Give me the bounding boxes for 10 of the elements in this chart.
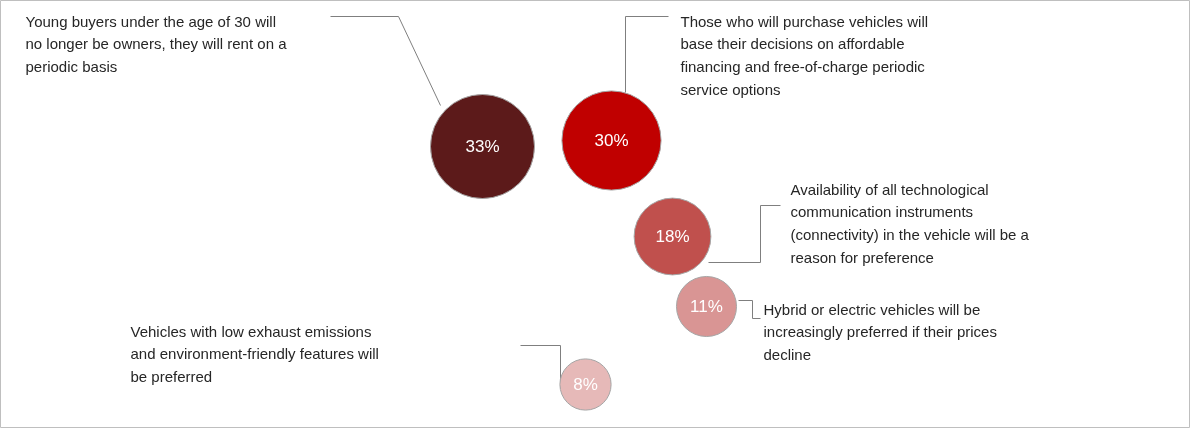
data-label: 11% [690,297,723,316]
data-label: 30% [594,131,629,150]
category-label: Young buyers under the age of 30 will no longer be owners, they will rent on a periodic basis [25,12,288,76]
data-label: 8% [573,375,598,394]
category-label: Availability of all technological communication instruments (connectivity) in the vehicle will be a reason for preference [790,180,1030,267]
category-label: Hybrid or electric vehicles will be increasingly preferred if their prices decline [763,300,997,364]
data-label: 33% [465,137,500,156]
data-label: 18% [655,227,690,246]
category-label: Vehicles with low exhaust emissions and environment-friendly features will be preferred [130,322,379,386]
category-label: Those who will purchase vehicles will base their decisions on affordable financing and free-of-charge periodic service options [680,12,929,99]
